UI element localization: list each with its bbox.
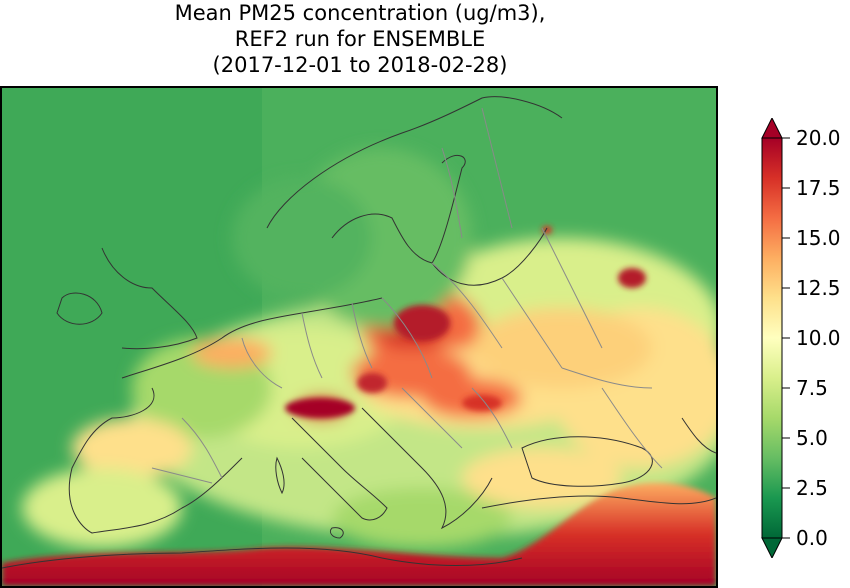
title-line-1: Mean PM25 concentration (ug/m3), (174, 1, 546, 25)
colorbar-tick-label: 0.0 (796, 526, 828, 550)
map-title: Mean PM25 concentration (ug/m3), REF2 ru… (0, 0, 720, 78)
colorbar-tick-label: 20.0 (796, 126, 841, 150)
colorbar-extend-max (761, 118, 783, 139)
colorbar-tick-label: 12.5 (796, 276, 841, 300)
colorbar-tick-label: 10.0 (796, 326, 841, 350)
colorbar-tick-label: 5.0 (796, 426, 828, 450)
pollution-hotspots (285, 226, 646, 418)
country-borders (151, 107, 663, 484)
colorbar-tick-marks (782, 137, 790, 539)
colorbar-tick-label: 15.0 (796, 226, 841, 250)
coastlines (2, 96, 716, 569)
colorbar-gradient (761, 137, 783, 539)
title-line-3: (2017-12-01 to 2018-02-28) (212, 53, 508, 77)
title-line-2: REF2 run for ENSEMBLE (234, 27, 486, 51)
sahara-high-concentration (2, 482, 716, 586)
pm25-concentration-map (0, 86, 718, 588)
map-canvas (2, 88, 716, 586)
colorbar-extend-min (761, 537, 783, 558)
colorbar (761, 118, 790, 558)
colorbar-tick-label: 7.5 (796, 376, 828, 400)
colorbar-tick-label: 2.5 (796, 476, 828, 500)
colorbar-tick-label: 17.5 (796, 176, 841, 200)
